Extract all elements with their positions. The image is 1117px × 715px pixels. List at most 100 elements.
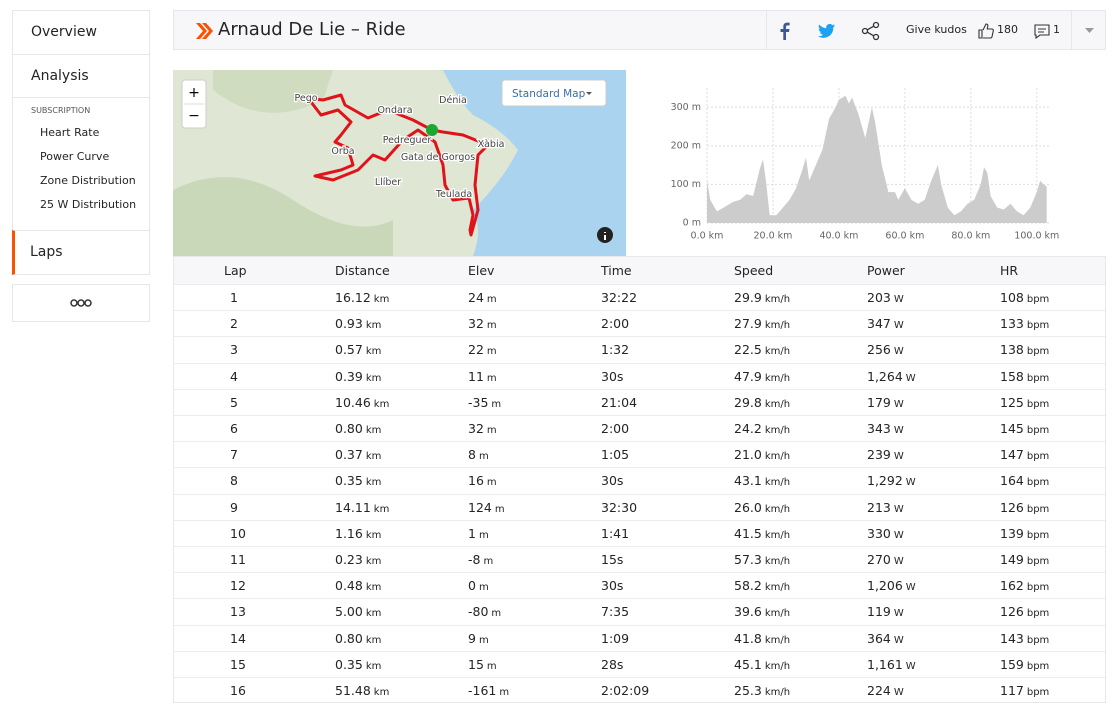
cell-value: 0.93 (335, 316, 363, 332)
cell-unit: km (365, 346, 382, 358)
caret (586, 92, 592, 95)
zoom-out[interactable]: − (188, 108, 200, 124)
sport-icon (196, 23, 213, 39)
table-cell: -8 m (468, 547, 493, 575)
table-cell: 29.8 km/h (734, 390, 790, 418)
cell-value: 213 (867, 499, 891, 515)
cell-unit: bpm (1026, 556, 1050, 567)
cell-value: 30s (601, 473, 624, 489)
table-cell: 21:04 (601, 390, 637, 416)
cell-unit: m (491, 398, 502, 410)
more-button[interactable] (12, 284, 150, 322)
cell-value: 10.46 (335, 394, 371, 410)
cell-value: 203 (867, 290, 891, 305)
cell-unit: W (893, 451, 904, 463)
table-cell: 21.0 km/h (734, 442, 790, 470)
cell-value: 13 (230, 604, 246, 620)
cell-unit: km/h (764, 320, 791, 332)
cell-value: 15 (230, 656, 246, 672)
twitter-button[interactable] (818, 23, 836, 39)
cell-unit: km/h (764, 687, 791, 698)
table-cell: 330 W (867, 521, 904, 549)
nav-subitem[interactable]: Heart Rate (40, 126, 100, 139)
table-cell: 5.00 km (335, 599, 381, 627)
nav-subitem[interactable]: Power Curve (40, 150, 110, 163)
table-cell: 58.2 km/h (734, 573, 790, 601)
place-label: Pedreguer (383, 135, 432, 146)
table-cell: 47.9 km/h (734, 364, 790, 392)
cell-unit: W (893, 294, 904, 305)
cell-value: 256 (867, 342, 891, 358)
nav-subitem[interactable]: 25 W Distribution (40, 198, 137, 211)
table-cell: 117 bpm (1000, 678, 1049, 706)
cell-unit: km/h (764, 372, 791, 384)
comment-icon (1034, 24, 1050, 39)
nav-subitem[interactable]: Zone Distribution (40, 174, 136, 187)
cell-value: 0.80 (335, 630, 363, 646)
table-cell: 22.5 km/h (734, 337, 790, 365)
table-cell: 10 (230, 521, 246, 547)
cell-value: 27.9 (734, 316, 762, 332)
cell-value: 0 (468, 578, 476, 594)
table-cell: 343 W (867, 416, 904, 444)
cell-unit: km (365, 556, 382, 567)
cell-value: 21.0 (734, 447, 762, 463)
cell-value: 239 (867, 447, 891, 463)
cell-value: 32:22 (601, 290, 638, 305)
table-cell: 9 (230, 495, 238, 521)
map-style-button[interactable] (501, 79, 607, 107)
share-button[interactable] (861, 21, 881, 41)
cell-value: 3 (230, 342, 238, 358)
cell-value: 149 (1000, 552, 1024, 567)
table-cell: 30s (601, 364, 623, 390)
cell-unit: m (499, 687, 510, 698)
nav-item[interactable]: Analysis (31, 68, 89, 84)
facebook-button[interactable] (777, 22, 793, 40)
cell-value: 343 (867, 421, 891, 436)
cell-value: 39.6 (734, 604, 762, 620)
cell-value: 179 (867, 394, 891, 410)
table-cell: 32 m (468, 311, 497, 339)
cell-value: 22.5 (734, 342, 762, 358)
comment-count[interactable]: 1 (1053, 23, 1060, 36)
nav-item[interactable]: Overview (13, 11, 149, 55)
menu-button[interactable] (1071, 11, 1108, 49)
cell-value: -80 (468, 604, 489, 620)
zoom-in[interactable]: + (188, 85, 200, 101)
cell-unit: km/h (764, 477, 791, 489)
cell-unit: km (365, 320, 382, 332)
kudos-count[interactable]: 180 (997, 23, 1018, 36)
map-style-label: Standard Map (512, 88, 586, 100)
table-cell: 11 m (468, 364, 497, 392)
table-cell: 6 (230, 416, 238, 442)
table-cell: 39.6 km/h (734, 599, 790, 627)
route-map[interactable]: + − Standard Map Pego Ondara Dénia Pedregue… (173, 70, 626, 256)
cell-unit: bpm (1026, 582, 1050, 594)
table-cell: 1 (230, 285, 238, 311)
y-tick-label: 200 m (671, 140, 701, 151)
cell-unit: W (893, 346, 904, 358)
cell-value: 32:30 (601, 499, 638, 515)
place-label: Teulada (435, 189, 472, 200)
place-label: Gata de Gorgos (401, 152, 475, 163)
cell-unit: km (365, 425, 382, 436)
cell-unit: m (494, 503, 505, 515)
nav-item-active[interactable]: Laps (12, 230, 150, 275)
table-cell: 2:02:09 (601, 678, 649, 704)
table-cell: 12 (230, 573, 246, 599)
cell-value: 12 (230, 578, 246, 594)
cell-value: 125 (1000, 394, 1024, 410)
cell-value: 117 (1000, 683, 1024, 698)
table-cell: 0.57 km (335, 337, 381, 365)
cell-unit: km (365, 634, 382, 646)
cell-unit: W (893, 634, 904, 646)
column-header: Speed (734, 263, 774, 278)
cell-value: 1 (468, 525, 476, 541)
cell-value: 143 (1000, 630, 1024, 646)
cell-value: 147 (1000, 447, 1024, 463)
kudos-button[interactable]: Give kudos (906, 23, 967, 36)
table-cell: -161 m (468, 678, 509, 706)
table-cell: 29.9 km/h (734, 285, 790, 313)
